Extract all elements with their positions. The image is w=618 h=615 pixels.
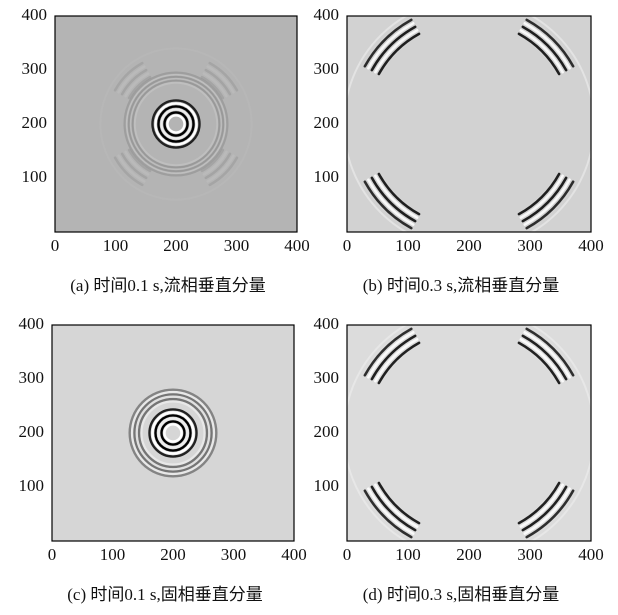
y-tick-label: 300 (314, 59, 340, 78)
x-tick-label: 400 (284, 236, 310, 255)
x-tick-label: 400 (578, 236, 604, 255)
x-tick-label: 100 (395, 545, 421, 564)
x-tick-label: 200 (456, 545, 482, 564)
x-tick-label: 0 (48, 545, 57, 564)
image-background (52, 325, 294, 541)
x-tick-label: 0 (343, 545, 352, 564)
y-tick-label: 100 (314, 476, 340, 495)
caption: (b) 时间0.3 s,流相垂直分量 (363, 276, 559, 295)
caption: (a) 时间0.1 s,流相垂直分量 (70, 276, 265, 295)
x-tick-label: 0 (51, 236, 60, 255)
y-tick-label: 100 (22, 167, 48, 186)
x-tick-label: 300 (517, 545, 543, 564)
y-tick-label: 400 (314, 5, 340, 24)
y-tick-label: 400 (314, 314, 340, 333)
y-tick-label: 100 (19, 476, 45, 495)
page: {"chart_data": [ {"type": "image", "titl… (0, 0, 618, 615)
y-tick-label: 400 (22, 5, 48, 24)
x-tick-label: 100 (103, 236, 129, 255)
figure: 100 200 300 400 0 100 200 300 400 (a) 时间0.1 s,流相垂… (0, 0, 618, 615)
x-tick-label: 300 (517, 236, 543, 255)
x-tick-label: 300 (221, 545, 247, 564)
x-tick-label: 400 (578, 545, 604, 564)
y-tick-label: 300 (22, 59, 48, 78)
y-tick-label: 400 (19, 314, 45, 333)
y-tick-label: 200 (22, 113, 48, 132)
x-tick-label: 400 (281, 545, 307, 564)
x-tick-label: 200 (163, 236, 189, 255)
x-tick-label: 100 (100, 545, 126, 564)
x-tick-label: 200 (456, 236, 482, 255)
x-tick-label: 300 (224, 236, 250, 255)
x-tick-label: 200 (160, 545, 186, 564)
x-tick-label: 100 (395, 236, 421, 255)
caption: (d) 时间0.3 s,固相垂直分量 (363, 585, 559, 604)
y-tick-label: 300 (19, 368, 45, 387)
y-tick-label: 200 (314, 422, 340, 441)
y-tick-label: 300 (314, 368, 340, 387)
y-tick-label: 200 (19, 422, 45, 441)
y-tick-label: 100 (314, 167, 340, 186)
y-tick-label: 200 (314, 113, 340, 132)
caption: (c) 时间0.1 s,固相垂直分量 (67, 585, 262, 604)
x-tick-label: 0 (343, 236, 352, 255)
